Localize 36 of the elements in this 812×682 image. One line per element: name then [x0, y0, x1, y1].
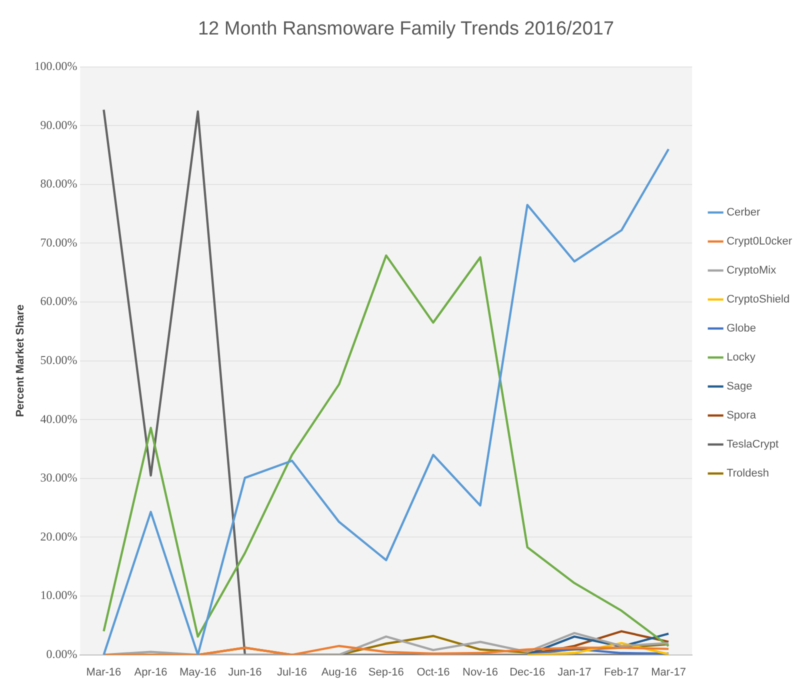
x-tick-label: Oct-16	[416, 666, 450, 678]
legend-label: TeslaCrypt	[726, 438, 779, 451]
legend-label: Crypt0L0cker	[726, 236, 792, 248]
chart-title: 12 Month Ransmoware Family Trends 2016/2017	[198, 18, 614, 40]
x-tick-label: Sep-16	[368, 666, 404, 678]
x-tick-label: Jan-17	[558, 666, 592, 678]
legend-label: Locky	[726, 352, 756, 364]
x-tick-label: Aug-16	[321, 666, 357, 678]
legend-label: CryptoShield	[726, 294, 790, 306]
x-tick-label: Mar-17	[651, 666, 686, 678]
y-tick-label: 60.00%	[40, 294, 78, 308]
y-tick-label: 90.00%	[40, 118, 78, 132]
legend-label: Sage	[726, 380, 752, 393]
y-tick-label: 30.00%	[40, 470, 78, 485]
legend-label: Globe	[726, 322, 756, 335]
x-tick-label: Jun-16	[228, 666, 262, 678]
y-tick-label: 80.00%	[40, 176, 78, 191]
x-tick-label: Nov-16	[462, 666, 498, 678]
y-tick-label: 0.00%	[46, 646, 78, 661]
legend-label: CryptoMix	[726, 264, 777, 277]
x-tick-label: Dec-16	[510, 666, 546, 678]
y-tick-label: 10.00%	[40, 588, 78, 602]
x-tick-label: May-16	[180, 666, 216, 678]
legend-label: Cerber	[726, 206, 761, 219]
x-tick-label: Feb-17	[604, 666, 639, 678]
legend-label: Spora	[726, 410, 757, 422]
y-tick-label: 20.00%	[40, 529, 78, 544]
x-tick-label: Mar-16	[86, 666, 122, 678]
y-tick-label: 100.00%	[34, 58, 78, 73]
x-tick-label: Apr-16	[134, 666, 168, 678]
y-tick-label: 40.00%	[40, 412, 78, 426]
legend-label: Troldesh	[726, 468, 769, 480]
y-tick-label: 50.00%	[40, 352, 78, 367]
x-tick-label: Jul-16	[277, 666, 307, 678]
y-axis-title: Percent Market Share	[14, 304, 27, 418]
y-tick-label: 70.00%	[40, 235, 78, 250]
